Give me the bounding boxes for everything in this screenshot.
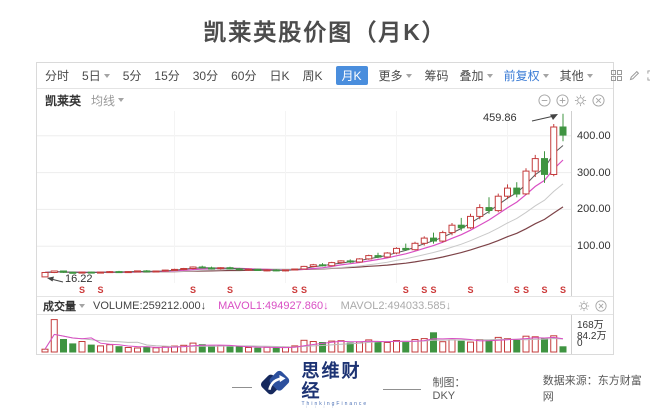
close-icon[interactable] [595, 299, 607, 312]
svg-text:S: S [560, 285, 566, 295]
chevron-down-icon [103, 73, 110, 78]
overlay-button[interactable]: 叠加 [460, 67, 493, 84]
chart-header-icons [533, 93, 605, 107]
tab-60min[interactable]: 60分 [231, 69, 257, 83]
svg-text:S: S [514, 285, 520, 295]
period-toolbar: 分时 5日 5分 15分 30分 60分 日K 周K 月K 更多 筹码 叠加 前… [37, 63, 650, 89]
ma-selector[interactable]: 均线 [91, 92, 125, 109]
tab-more-label: 更多 [378, 69, 403, 83]
footer: 思维财经 ThinkingFinance ·｜·｜·｜·｜· 制图：DKY 数据… [232, 361, 650, 408]
price-tick: 200.00 [577, 203, 611, 215]
brand-tagline: ·｜·｜·｜·｜· [302, 407, 380, 408]
chevron-down-icon [118, 98, 125, 102]
svg-text:S: S [79, 285, 85, 295]
svg-text:S: S [541, 285, 547, 295]
other-label: 其他 [559, 69, 584, 83]
footer-divider-line [232, 386, 252, 388]
tab-more[interactable]: 更多 [379, 67, 412, 84]
tab-monthly-k[interactable]: 月K [335, 66, 368, 85]
svg-text:S: S [292, 285, 298, 295]
price-tick: 100.00 [577, 240, 611, 252]
brand-name-en: ThinkingFinance [301, 400, 369, 407]
adjust-mode-label: 前复权 [503, 69, 540, 83]
chart-maker-credit: 制图：DKY [432, 377, 466, 403]
chips-button[interactable]: 筹码 [424, 69, 449, 83]
brand-block: 思维财经 ThinkingFinance ·｜·｜·｜·｜· [301, 361, 380, 408]
svg-text:S: S [190, 285, 196, 295]
tab-5day[interactable]: 5日 [82, 67, 110, 84]
svg-text:S: S [430, 285, 436, 295]
price-tick: 400.00 [577, 130, 611, 142]
mavol2-value: MAVOL2:494033.585↓ [340, 299, 452, 312]
chevron-down-icon [586, 73, 593, 78]
volume-plot[interactable] [37, 315, 571, 354]
grid-layout-icon[interactable] [610, 70, 622, 81]
chevron-down-icon [79, 303, 85, 308]
brand-name: 思维财经 [301, 361, 362, 401]
tab-15min[interactable]: 15分 [154, 69, 180, 83]
page-title: 凯莱英股价图（月K） [203, 19, 447, 45]
high-price-annotation: 459.86 [483, 112, 517, 124]
zoom-out-icon[interactable] [538, 93, 551, 107]
volume-header: 成交量 VOLUME:259212.000↓ MAVOL1:494927.860… [37, 297, 613, 315]
volume-indicator-selector[interactable]: 成交量 [43, 298, 85, 314]
volume-value: VOLUME:259212.000↓ [93, 299, 207, 312]
zoom-in-icon[interactable] [556, 93, 569, 107]
stock-chart-widget: 分时 5日 5分 15分 30分 60分 日K 周K 月K 更多 筹码 叠加 前… [36, 62, 650, 355]
thinking-finance-logo-icon [258, 366, 296, 408]
svg-text:S: S [227, 285, 233, 295]
tab-5min[interactable]: 5分 [122, 69, 142, 83]
volume-title-label: 成交量 [43, 300, 76, 313]
chevron-down-icon [486, 73, 493, 78]
gear-icon[interactable] [574, 94, 587, 107]
volume-tick: 84.2万 [577, 331, 607, 342]
chevron-down-icon [405, 73, 412, 78]
tab-minute[interactable]: 分时 [45, 69, 70, 83]
price-axis: 400.00 300.00 200.00 100.00 [571, 111, 614, 296]
chart-header: 凯莱英 均线 [37, 89, 613, 111]
gear-icon[interactable] [578, 300, 590, 312]
volume-area: 168万 84.2万 0 [37, 315, 613, 354]
price-tick: 300.00 [577, 167, 611, 179]
adjust-mode-button[interactable]: 前复权 [504, 67, 549, 84]
volume-tick: 0 [577, 338, 583, 349]
mavol1-value: MAVOL1:494927.860↓ [218, 299, 329, 312]
svg-text:S: S [403, 285, 409, 295]
fullscreen-icon[interactable] [647, 70, 650, 81]
volume-header-icons [573, 299, 607, 312]
overlay-label: 叠加 [459, 69, 484, 83]
tab-daily-k[interactable]: 日K [269, 69, 290, 83]
svg-text:S: S [301, 285, 307, 295]
volume-tick: 168万 [577, 320, 604, 331]
svg-text:S: S [97, 285, 103, 295]
pencil-draw-icon[interactable] [629, 70, 640, 81]
chevron-down-icon [542, 73, 549, 78]
toolbar-right: 筹码 叠加 前复权 其他 [425, 67, 650, 84]
ma-selector-label: 均线 [91, 93, 116, 108]
stock-name: 凯莱英 [45, 93, 82, 108]
other-button[interactable]: 其他 [560, 67, 593, 84]
close-icon[interactable] [592, 93, 605, 107]
volume-axis: 168万 84.2万 0 [571, 315, 614, 354]
tab-5day-label: 5日 [82, 69, 101, 83]
tab-30min[interactable]: 30分 [192, 69, 219, 83]
svg-text:S: S [421, 285, 427, 295]
svg-text:S: S [523, 285, 529, 295]
svg-text:S: S [467, 285, 473, 295]
footer-divider-line [383, 388, 421, 390]
data-source-credit: 数据来源：东方财富网 [542, 375, 642, 404]
low-price-annotation: 16.22 [65, 273, 93, 285]
tab-weekly-k[interactable]: 周K [302, 69, 323, 83]
